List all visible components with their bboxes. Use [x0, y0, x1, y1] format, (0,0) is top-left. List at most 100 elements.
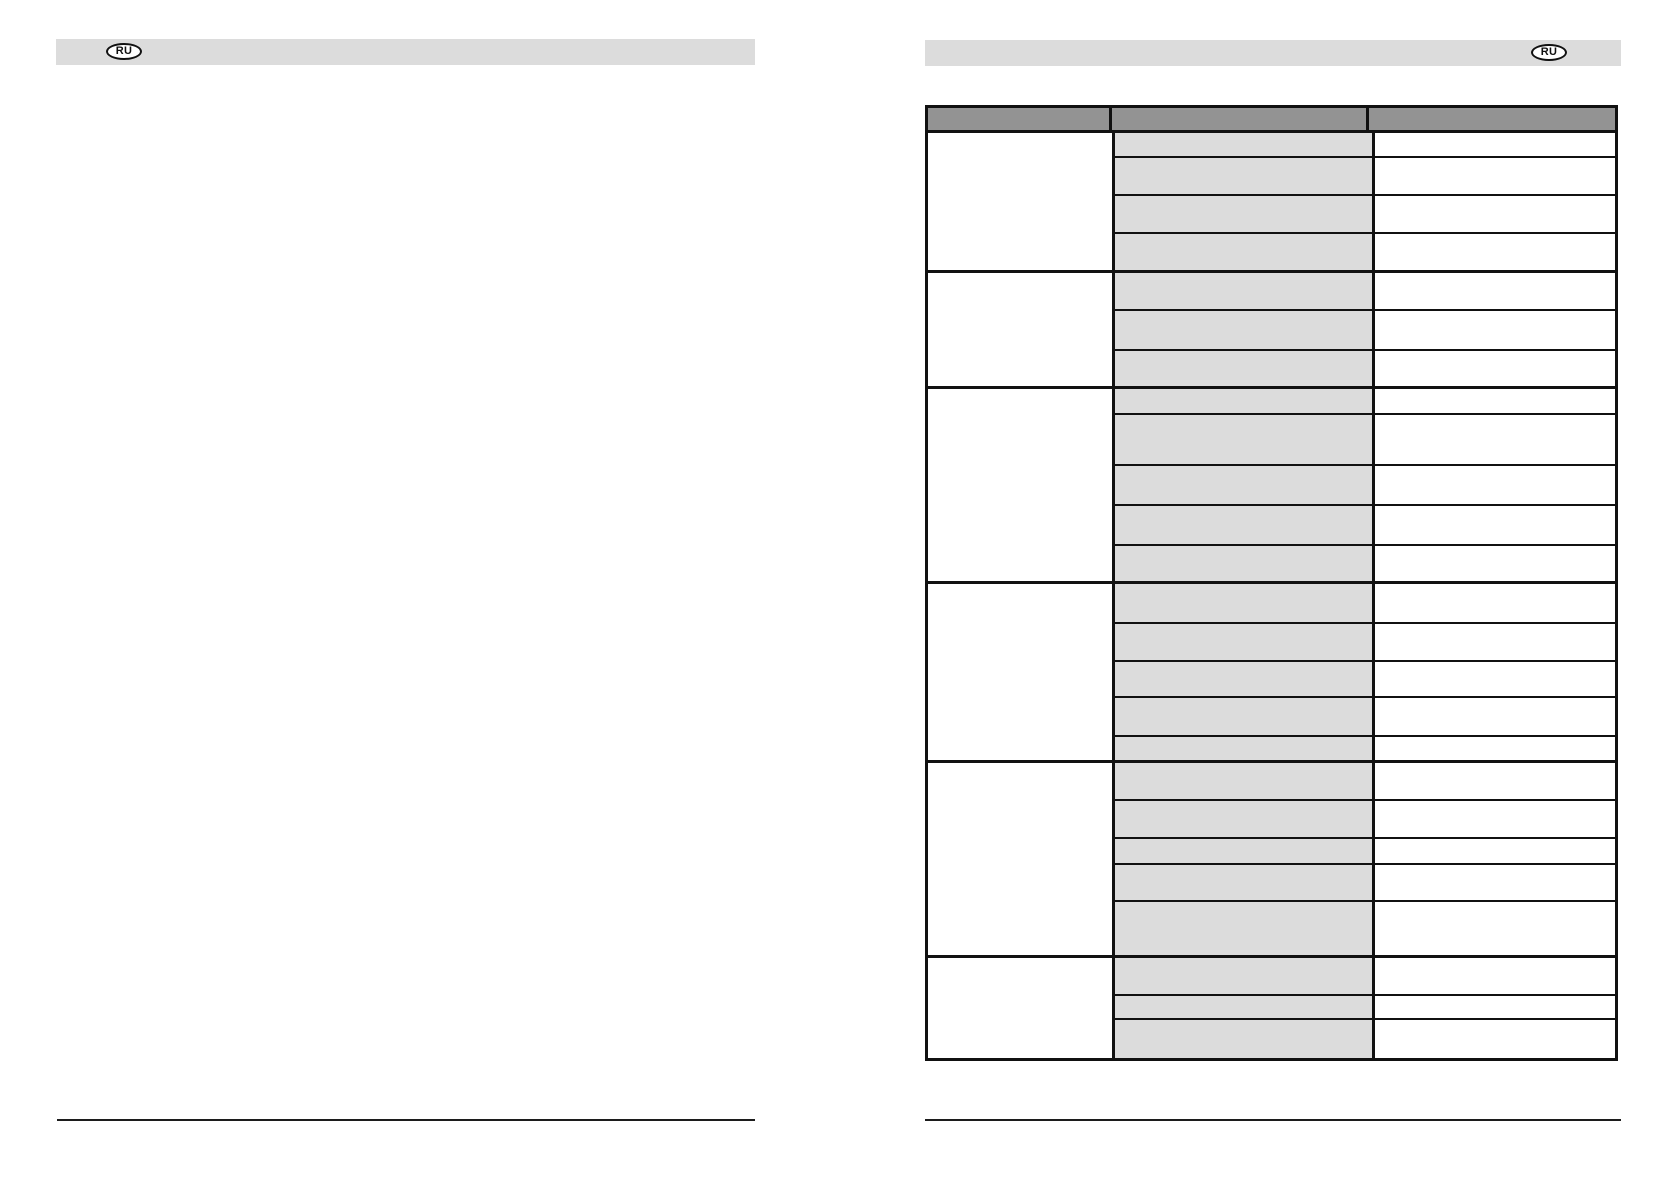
- middle-cell: [1115, 839, 1375, 863]
- table-row: [1115, 698, 1615, 737]
- table-row: [1115, 133, 1615, 158]
- middle-cell: [1115, 415, 1375, 464]
- middle-cell: [1115, 698, 1375, 735]
- table-row: [1115, 311, 1615, 351]
- middle-cell: [1115, 311, 1375, 349]
- group-label-cell: [928, 584, 1115, 760]
- right-cell: [1375, 234, 1615, 270]
- table-row: [1115, 865, 1615, 902]
- table-row: [1115, 415, 1615, 466]
- group-rows: [1115, 763, 1615, 955]
- middle-cell: [1115, 506, 1375, 544]
- right-cell: [1375, 273, 1615, 309]
- table-row: [1115, 902, 1615, 955]
- middle-cell: [1115, 584, 1375, 622]
- right-page-footer-rule: [925, 1119, 1621, 1121]
- table-row: [1115, 158, 1615, 196]
- table-row-group: [928, 273, 1615, 389]
- right-cell: [1375, 584, 1615, 622]
- table-row: [1115, 466, 1615, 506]
- right-cell: [1375, 466, 1615, 504]
- table-row: [1115, 546, 1615, 581]
- table-row: [1115, 196, 1615, 234]
- right-cell: [1375, 415, 1615, 464]
- group-rows: [1115, 389, 1615, 581]
- group-rows: [1115, 273, 1615, 386]
- ru-language-badge-label: RU: [1540, 46, 1558, 58]
- middle-cell: [1115, 1020, 1375, 1058]
- data-table: [925, 105, 1618, 1061]
- group-rows: [1115, 133, 1615, 270]
- table-row: [1115, 584, 1615, 624]
- middle-cell: [1115, 662, 1375, 696]
- middle-cell: [1115, 996, 1375, 1018]
- group-rows: [1115, 584, 1615, 760]
- table-row: [1115, 351, 1615, 386]
- table-row: [1115, 506, 1615, 546]
- right-cell: [1375, 865, 1615, 900]
- middle-cell: [1115, 158, 1375, 194]
- table-header-row: [928, 108, 1615, 133]
- right-cell: [1375, 698, 1615, 735]
- right-cell: [1375, 662, 1615, 696]
- middle-cell: [1115, 351, 1375, 386]
- table-row-group: [928, 389, 1615, 584]
- table-row: [1115, 234, 1615, 270]
- table-header-cell: [1369, 108, 1615, 130]
- right-page-header-bar: RU: [925, 40, 1621, 66]
- middle-cell: [1115, 234, 1375, 270]
- group-label-cell: [928, 763, 1115, 955]
- right-cell: [1375, 506, 1615, 544]
- group-label-cell: [928, 389, 1115, 581]
- right-cell: [1375, 996, 1615, 1018]
- right-cell: [1375, 1020, 1615, 1058]
- ru-language-badge-label: RU: [115, 45, 133, 57]
- table-row: [1115, 662, 1615, 698]
- table-row: [1115, 737, 1615, 760]
- middle-cell: [1115, 273, 1375, 309]
- table-row-group: [928, 958, 1615, 1058]
- right-cell: [1375, 902, 1615, 955]
- middle-cell: [1115, 801, 1375, 837]
- table-row: [1115, 273, 1615, 311]
- middle-cell: [1115, 624, 1375, 660]
- right-cell: [1375, 196, 1615, 232]
- middle-cell: [1115, 546, 1375, 581]
- group-label-cell: [928, 133, 1115, 270]
- right-cell: [1375, 801, 1615, 837]
- ru-language-badge: RU: [1531, 44, 1567, 61]
- middle-cell: [1115, 737, 1375, 760]
- right-cell: [1375, 763, 1615, 799]
- middle-cell: [1115, 466, 1375, 504]
- middle-cell: [1115, 133, 1375, 156]
- right-cell: [1375, 351, 1615, 386]
- right-cell: [1375, 958, 1615, 994]
- middle-cell: [1115, 958, 1375, 994]
- right-cell: [1375, 839, 1615, 863]
- right-cell: [1375, 311, 1615, 349]
- table-row: [1115, 763, 1615, 801]
- right-cell: [1375, 389, 1615, 413]
- table-row: [1115, 839, 1615, 865]
- right-cell: [1375, 133, 1615, 156]
- table-row-group: [928, 763, 1615, 958]
- right-cell: [1375, 158, 1615, 194]
- left-page-footer-rule: [57, 1119, 755, 1121]
- ru-language-badge: RU: [106, 43, 142, 60]
- middle-cell: [1115, 196, 1375, 232]
- middle-cell: [1115, 865, 1375, 900]
- table-header-cell: [928, 108, 1112, 130]
- table-row: [1115, 958, 1615, 996]
- middle-cell: [1115, 389, 1375, 413]
- table-row: [1115, 801, 1615, 839]
- table-row: [1115, 624, 1615, 662]
- right-cell: [1375, 546, 1615, 581]
- table-row-group: [928, 584, 1615, 763]
- group-rows: [1115, 958, 1615, 1058]
- group-label-cell: [928, 273, 1115, 386]
- middle-cell: [1115, 763, 1375, 799]
- right-cell: [1375, 737, 1615, 760]
- group-label-cell: [928, 958, 1115, 1058]
- table-row-group: [928, 133, 1615, 273]
